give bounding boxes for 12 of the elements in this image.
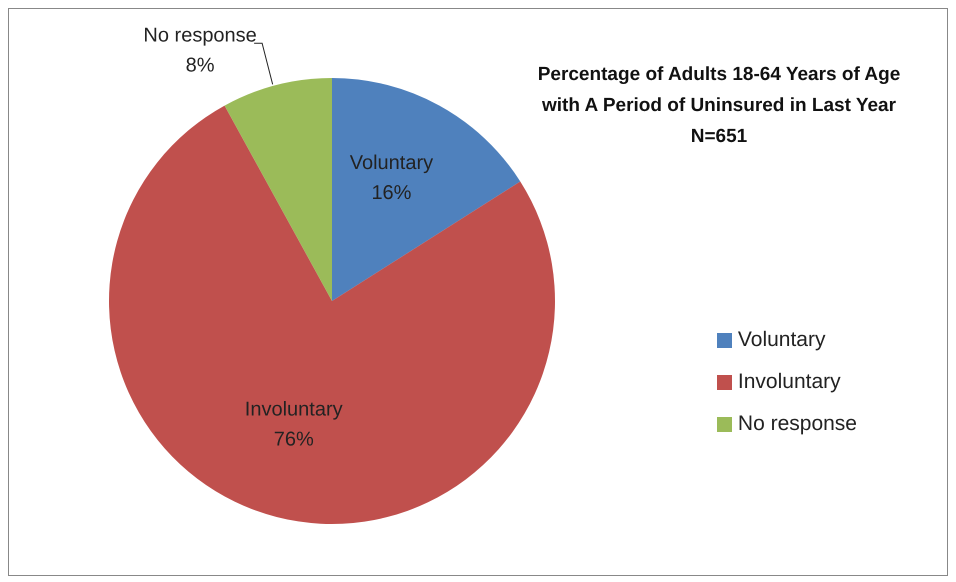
data-label: 16% [371,182,412,204]
text: Percentage of Adults 18-64 Years of Age with A Period of Uninsured in Last Year N=651 [536,63,902,149]
pie-slice [332,78,520,301]
slice-label: Voluntary [350,152,434,174]
data-label: 8% [186,54,215,76]
slice-label: Involuntary [244,398,343,421]
legend-label: Voluntary [738,327,826,353]
data-label: 76% [274,428,314,451]
slice-label: No response [143,24,257,46]
legend-label: No response [738,411,857,437]
pie-slice [224,78,332,301]
legend-label: Involuntary [738,369,841,395]
